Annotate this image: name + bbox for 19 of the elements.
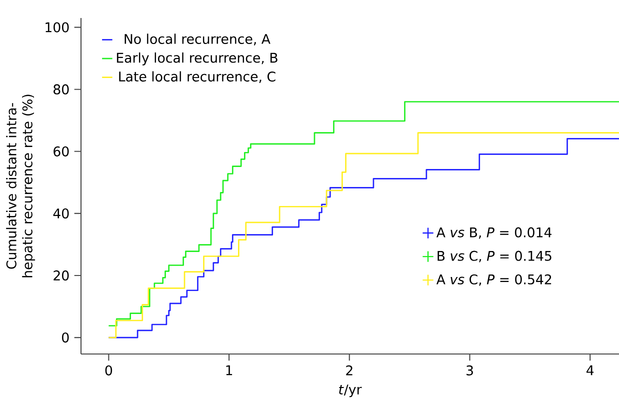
- x-tick-label: 2: [346, 365, 352, 376]
- legend-label: Early local recurrence, B: [116, 52, 278, 66]
- annotation: B vs C, P = 0.145: [438, 250, 552, 262]
- y-tick-label: 40: [53, 208, 69, 218]
- legend-label: No local recurrence, A: [124, 34, 270, 46]
- annotation: A vs C, P = 0.542: [436, 274, 552, 286]
- x-tick-label: 1: [226, 365, 232, 376]
- x-tick-label: 3: [466, 365, 473, 376]
- y-tick-label: 60: [54, 146, 69, 156]
- y-tick-label: 0: [62, 332, 69, 343]
- y-axis-title: Cumulative distant intra-hepatic recurrence rate (%): [6, 94, 36, 278]
- y-tick-label: 100: [46, 22, 69, 32]
- annotation: A vs B, P = 0.014: [436, 227, 552, 239]
- x-tick-label: 0: [105, 365, 112, 376]
- x-tick-label: 4: [586, 365, 594, 376]
- y-tick-label: 80: [54, 84, 69, 94]
- x-axis-title: t/yr: [339, 384, 362, 398]
- y-tick-label: 20: [54, 270, 69, 281]
- legend-label: Late local recurrence, C: [119, 71, 276, 83]
